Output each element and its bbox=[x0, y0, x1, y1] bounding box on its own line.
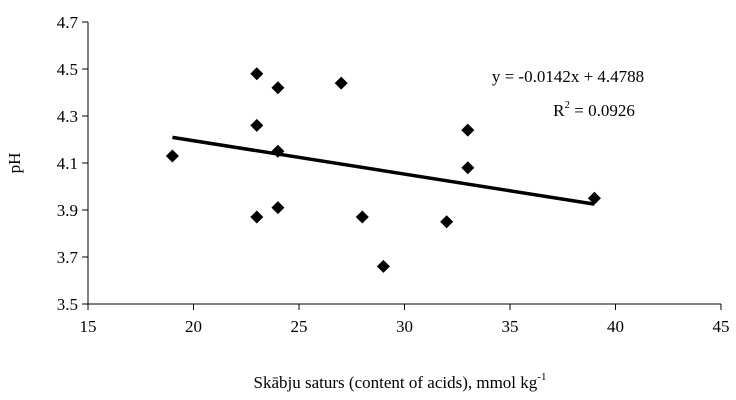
data-point bbox=[461, 123, 475, 137]
y-tick-label: 3.5 bbox=[57, 295, 78, 314]
y-axis-ticks: 3.5 3.7 3.9 4.1 4.3 4.5 4.7 bbox=[57, 13, 88, 314]
r-squared-label: R2 = 0.0926 bbox=[553, 99, 635, 120]
r-squared-value: = 0.0926 bbox=[570, 101, 635, 120]
data-point bbox=[271, 201, 285, 215]
trendline bbox=[172, 135, 595, 206]
x-tick-label: 30 bbox=[396, 317, 413, 336]
data-point bbox=[271, 144, 285, 158]
x-axis-title-main: Skābju saturs (content of acids), mmol k… bbox=[254, 373, 538, 392]
data-point bbox=[587, 191, 601, 205]
r-squared-superscript: 2 bbox=[565, 99, 571, 111]
y-tick-label: 3.9 bbox=[57, 201, 78, 220]
data-point bbox=[334, 76, 348, 90]
axes bbox=[87, 22, 721, 305]
x-tick-label: 45 bbox=[713, 317, 730, 336]
data-point bbox=[250, 210, 264, 224]
data-point bbox=[355, 210, 369, 224]
x-tick-label: 40 bbox=[607, 317, 624, 336]
x-tick-label: 15 bbox=[80, 317, 97, 336]
x-tick-label: 25 bbox=[291, 317, 308, 336]
y-tick-label: 4.1 bbox=[57, 154, 78, 173]
data-point bbox=[461, 161, 475, 175]
y-tick-label: 4.5 bbox=[57, 60, 78, 79]
y-tick-label: 4.7 bbox=[57, 13, 79, 32]
x-axis-title-superscript: -1 bbox=[537, 371, 546, 383]
y-tick-label: 3.7 bbox=[57, 248, 79, 267]
data-point bbox=[440, 215, 454, 229]
data-points bbox=[165, 67, 601, 273]
x-tick-label: 35 bbox=[502, 317, 519, 336]
y-axis-title: pH bbox=[5, 153, 24, 174]
r-squared-prefix: R bbox=[553, 101, 565, 120]
data-point bbox=[250, 118, 264, 132]
trendline-equation: y = -0.0142x + 4.4788 bbox=[492, 67, 644, 86]
x-axis-ticks: 15 20 25 30 35 40 45 bbox=[80, 304, 730, 336]
data-point bbox=[165, 149, 179, 163]
data-point bbox=[250, 67, 264, 81]
x-axis-title: Skābju saturs (content of acids), mmol k… bbox=[254, 371, 547, 392]
trendline-group bbox=[172, 135, 595, 206]
data-point bbox=[271, 81, 285, 95]
y-tick-label: 4.3 bbox=[57, 107, 78, 126]
data-point bbox=[376, 259, 390, 273]
x-tick-label: 20 bbox=[185, 317, 202, 336]
